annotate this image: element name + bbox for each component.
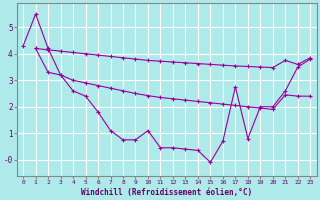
X-axis label: Windchill (Refroidissement éolien,°C): Windchill (Refroidissement éolien,°C): [81, 188, 252, 197]
